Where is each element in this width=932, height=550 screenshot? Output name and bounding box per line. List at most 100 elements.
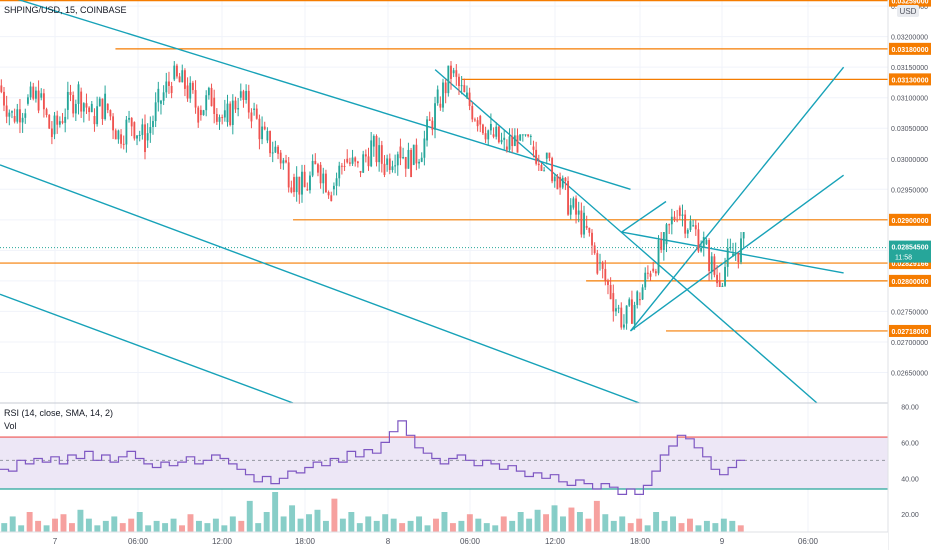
candle-body — [322, 173, 325, 184]
volume-bar — [179, 525, 185, 532]
candle-body — [386, 158, 389, 165]
time-tick-label: 06:00 — [460, 537, 481, 546]
candle-body — [497, 126, 500, 143]
candle-body — [199, 109, 202, 116]
candle-body — [391, 166, 394, 171]
candle-body — [545, 152, 548, 159]
candle-body — [404, 157, 407, 169]
candle-body — [609, 284, 612, 300]
candle-body — [742, 232, 745, 239]
candle-body — [458, 76, 460, 87]
rsi-tick-label: 80.00 — [901, 405, 919, 412]
candle-body — [537, 163, 540, 166]
candle-body — [394, 165, 397, 167]
volume-bar — [170, 518, 177, 532]
time-tick-label: 06:00 — [128, 537, 149, 546]
candle-body — [415, 144, 418, 164]
volume-bar — [280, 516, 287, 532]
volume-bar — [85, 518, 92, 532]
candle-body — [529, 136, 532, 138]
candle-body — [160, 100, 162, 104]
volume-bar — [119, 523, 126, 532]
candle-body — [513, 135, 516, 147]
time-tick-label: 12:00 — [212, 537, 233, 546]
candle-body — [450, 65, 452, 79]
candle-body — [625, 305, 628, 324]
candle-body — [556, 176, 559, 190]
candle-body — [434, 103, 436, 130]
candle-body — [13, 116, 16, 122]
time-tick-label: 18:00 — [630, 537, 651, 546]
candle-body — [138, 134, 141, 136]
candle-body — [596, 253, 599, 274]
volume-bar — [644, 525, 651, 532]
candle-body — [521, 134, 524, 136]
candle-body — [569, 205, 572, 215]
candle-body — [274, 146, 277, 153]
volume-bar — [35, 520, 42, 532]
rsi-legend[interactable]: RSI (14, close, SMA, 14, 2) — [4, 408, 113, 418]
price-tick-label: 0.03000000 — [891, 157, 928, 164]
volume-bar — [43, 525, 50, 532]
candle-body — [678, 207, 681, 216]
candle-body — [607, 280, 609, 285]
volume-bar — [297, 518, 304, 532]
candle-body — [740, 238, 742, 263]
volume-bar — [560, 516, 566, 532]
candle-body — [561, 177, 564, 188]
candle-body — [519, 134, 522, 141]
candle-body — [428, 119, 431, 121]
rsi-scale-ticks: 20.00 40.00 60.00 80.00 — [901, 405, 919, 519]
candle-body — [481, 124, 484, 134]
volume-bar — [9, 516, 16, 532]
candle-body — [354, 157, 357, 162]
volume-bar — [390, 518, 397, 532]
candle-body — [564, 177, 567, 181]
price-label: 0.02829166 — [892, 261, 929, 268]
candle-body — [623, 324, 625, 328]
candle-body — [290, 187, 293, 193]
volume-bar — [348, 512, 355, 532]
candle-body — [471, 105, 474, 120]
candle-body — [604, 268, 607, 281]
volume-bar — [272, 492, 279, 532]
volume-bar — [162, 523, 169, 532]
candle-body — [732, 253, 734, 257]
volume-bar — [52, 518, 58, 532]
price-tick-label: 0.03150000 — [891, 65, 928, 72]
candle-body — [431, 120, 434, 130]
candle-body — [197, 107, 200, 123]
candle-body — [710, 256, 713, 272]
candle-body — [42, 93, 45, 110]
volume-bar — [365, 516, 372, 532]
candle-body — [237, 108, 240, 110]
candle-body — [636, 291, 639, 305]
candle-body — [716, 274, 718, 284]
candle-body — [527, 134, 530, 137]
rsi-line — [0, 420, 745, 495]
currency-badge[interactable] — [897, 5, 919, 17]
candle-body — [317, 164, 319, 173]
candle-body — [705, 240, 708, 245]
candle-body — [532, 146, 535, 150]
candle-body — [221, 117, 224, 119]
time-scale[interactable] — [0, 532, 888, 550]
volume-bar — [526, 518, 533, 532]
candle-body — [245, 90, 248, 100]
candle-body — [152, 121, 154, 128]
candle-body — [399, 146, 402, 159]
candle-body — [599, 262, 601, 264]
symbol-legend[interactable]: SHPING/USD, 15, COINBASE — [4, 5, 127, 15]
candle-body — [234, 100, 237, 110]
candle-body — [492, 134, 495, 137]
candle-body — [32, 86, 35, 99]
price-label-box — [889, 213, 931, 226]
candle-body — [189, 82, 192, 99]
candle-body — [359, 170, 362, 173]
volume-bar — [339, 518, 346, 532]
vol-legend[interactable]: Vol — [4, 421, 17, 431]
candle-body — [77, 84, 80, 104]
candle-body — [210, 87, 213, 107]
candle-body — [19, 109, 21, 123]
